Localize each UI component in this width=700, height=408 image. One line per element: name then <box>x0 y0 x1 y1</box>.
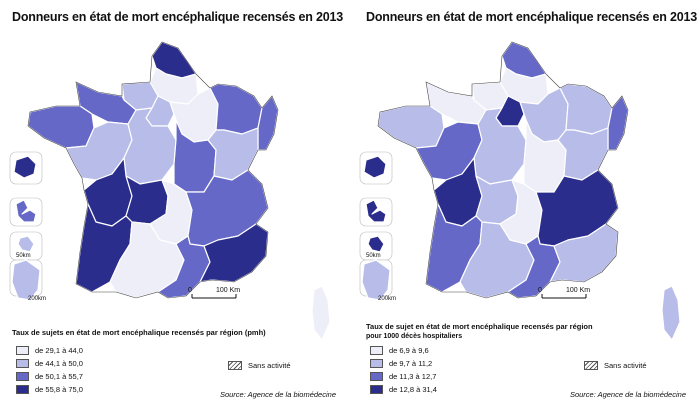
right-map-title: Donneurs en état de mort encéphalique re… <box>366 10 697 24</box>
region-bretagne: Bretagne <box>377 105 445 149</box>
region-martinique: Martinique <box>17 235 35 253</box>
legend-label: de 6,9 à 9,6 <box>389 346 429 355</box>
region-lorraine: Lorraine <box>209 83 263 135</box>
legend-swatch <box>16 372 29 381</box>
legend-swatch <box>370 372 383 381</box>
legend-label: de 11,3 à 12,7 <box>389 372 437 381</box>
inset-scale-small: 50km <box>366 253 381 259</box>
right-legend-item-1: de 6,9 à 9,6 <box>370 344 437 357</box>
legend-swatch <box>16 385 29 394</box>
region-alsace: Alsace <box>257 95 279 151</box>
region-reunion: Réunion <box>13 155 37 179</box>
scale-distance-label: 100 Km <box>216 287 240 294</box>
left-legend-title: Taux de sujets en état de mort encéphali… <box>12 328 266 337</box>
left-source: Source: Agence de la biomédecine <box>219 390 336 399</box>
scale-zero-label: 0 <box>538 287 542 294</box>
region-guadeloupe: Guadeloupe <box>365 199 387 223</box>
hatch-swatch <box>228 361 242 370</box>
legend-label: de 55,8 à 75,0 <box>35 385 83 394</box>
region-lorraine: Lorraine <box>559 83 613 135</box>
right-legend-subtitle: pour 1000 décès hospitaliers <box>366 333 463 340</box>
right-france-map: Nord-Pas-de-CalaisPicardieHaute-Normandi… <box>359 41 681 341</box>
left-legend-item-4: de 55,8 à 75,0 <box>16 383 83 396</box>
region-corse: Corse <box>661 285 681 341</box>
left-map-title: Donneurs en état de mort encéphalique re… <box>12 10 343 24</box>
left-legend-item-1: de 29,1 à 44,0 <box>16 344 83 357</box>
left-map-panel: Donneurs en état de mort encéphalique re… <box>9 10 343 399</box>
region-guyane: Guyane <box>11 259 41 301</box>
left-legend-item-2: de 44,1 à 50,0 <box>16 357 83 370</box>
legend-swatch <box>370 359 383 368</box>
legend-label: de 29,1 à 44,0 <box>35 346 83 355</box>
france-outline <box>377 41 629 299</box>
region-guyane: Guyane <box>361 259 391 301</box>
legend-swatch <box>16 346 29 355</box>
right-map-panel: Donneurs en état de mort encéphalique re… <box>350 0 700 408</box>
legend-label: de 50,1 à 55,7 <box>35 372 83 381</box>
right-legend-item-3: de 11,3 à 12,7 <box>370 370 437 383</box>
sans-activite-label: Sans activité <box>604 361 647 370</box>
scale-zero-label: 0 <box>188 287 192 294</box>
legend-label: de 9,7 à 11,2 <box>389 359 433 368</box>
region-bretagne: Bretagne <box>27 105 95 149</box>
right-legend-title: Taux de sujet en état de mort encéphaliq… <box>366 322 593 331</box>
france-outline <box>27 41 279 299</box>
inset-scale-large: 200km <box>378 296 396 302</box>
left-legend-item-3: de 50,1 à 55,7 <box>16 370 83 383</box>
right-legend: de 6,9 à 9,6 de 9,7 à 11,2 de 11,3 à 12,… <box>370 344 437 396</box>
inset-scale-large: 200km <box>28 296 46 302</box>
left-regions: Nord-Pas-de-CalaisPicardieHaute-Normandi… <box>11 41 331 341</box>
right-sans-activite: Sans activité <box>584 361 647 370</box>
right-source: Source: Agence de la biomédecine <box>569 390 686 399</box>
scale-bar: 0 100 Km <box>538 287 590 299</box>
right-legend-item-4: de 12,8 à 31,4 <box>370 383 437 396</box>
region-alsace: Alsace <box>607 95 629 151</box>
legend-swatch <box>16 359 29 368</box>
legend-label: de 12,8 à 31,4 <box>389 385 437 394</box>
legend-swatch <box>370 385 383 394</box>
inset-scale-small: 50km <box>16 253 31 259</box>
scale-bar: 0 100 Km <box>188 287 240 299</box>
region-reunion: Réunion <box>363 155 387 179</box>
right-regions: Nord-Pas-de-CalaisPicardieHaute-Normandi… <box>361 41 681 341</box>
left-sans-activite: Sans activité <box>228 361 291 370</box>
region-guadeloupe: Guadeloupe <box>15 199 37 223</box>
region-martinique: Martinique <box>367 235 385 253</box>
legend-label: de 44,1 à 50,0 <box>35 359 83 368</box>
legend-swatch <box>370 346 383 355</box>
left-legend: de 29,1 à 44,0 de 44,1 à 50,0 de 50,1 à … <box>16 344 83 396</box>
hatch-swatch <box>584 361 598 370</box>
right-legend-item-2: de 9,7 à 11,2 <box>370 357 437 370</box>
scale-distance-label: 100 Km <box>566 287 590 294</box>
region-corse: Corse <box>311 285 331 341</box>
sans-activite-label: Sans activité <box>248 361 291 370</box>
left-france-map: Nord-Pas-de-CalaisPicardieHaute-Normandi… <box>9 41 331 341</box>
